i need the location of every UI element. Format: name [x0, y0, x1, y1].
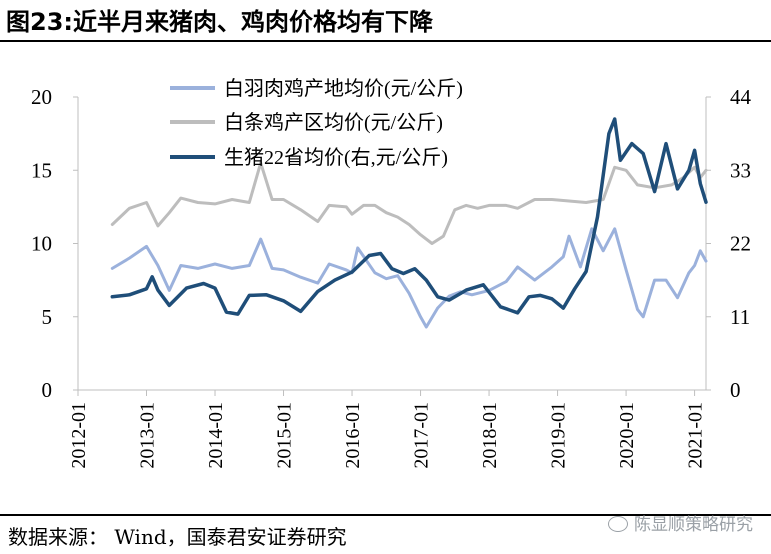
- x-tick-label: 2018-01: [479, 402, 501, 469]
- source-note: 数据来源： Wind，国泰君安证券研究: [8, 525, 347, 549]
- left-y-ticks: 0 5 10 15 20: [31, 85, 78, 402]
- legend-label: 白条鸡产区均价(元/公斤): [224, 111, 443, 134]
- series-hog-line: [110, 117, 708, 316]
- right-y-ticks: 0 11 22 33 44: [706, 85, 752, 402]
- legend-item-white-broiler: 白羽肉鸡产地均价(元/公斤): [170, 77, 463, 100]
- x-tick-label: 2017-01: [411, 402, 433, 469]
- x-tick-label: 2012-01: [68, 402, 90, 469]
- wechat-icon: [608, 516, 628, 532]
- legend-label: 白羽肉鸡产地均价(元/公斤): [224, 77, 463, 100]
- footer-rule: [0, 514, 771, 516]
- x-tick-label: 2015-01: [274, 402, 296, 469]
- x-tick-label: 2020-01: [616, 402, 638, 469]
- right-tick-label: 44: [730, 85, 752, 109]
- right-tick-label: 33: [730, 158, 751, 182]
- left-tick-label: 5: [42, 305, 53, 329]
- page-title: 图23:近半月来猪肉、鸡肉价格均有下降: [6, 8, 433, 36]
- series-white-stripped-line: [110, 161, 708, 245]
- x-tick-label: 2014-01: [205, 402, 227, 469]
- left-tick-label: 15: [31, 158, 52, 182]
- right-tick-label: 0: [730, 378, 741, 402]
- x-tick-label: 2016-01: [342, 402, 364, 469]
- left-tick-label: 10: [31, 232, 52, 256]
- right-tick-label: 22: [730, 232, 751, 256]
- legend-item-white-stripped: 白条鸡产区均价(元/公斤): [170, 111, 443, 134]
- legend: 白羽肉鸡产地均价(元/公斤) 白条鸡产区均价(元/公斤) 生猪22省均价(右,元/公…: [170, 77, 463, 169]
- x-tick-label: 2013-01: [137, 402, 159, 469]
- legend-item-hog: 生猪22省均价(右,元/公斤): [170, 146, 448, 169]
- x-tick-label: 2019-01: [548, 402, 570, 469]
- watermark: 陈显顺策略研究: [608, 510, 753, 535]
- legend-label: 生猪22省均价(右,元/公斤): [224, 146, 448, 169]
- series-white-broiler-line: [110, 227, 708, 329]
- title-rule: [0, 40, 771, 42]
- watermark-text: 陈显顺策略研究: [634, 515, 753, 535]
- x-ticks: 2012-01 2013-01 2014-01 2015-01 2016-01 2017-…: [68, 390, 707, 469]
- left-tick-label: 20: [31, 85, 52, 109]
- right-tick-label: 11: [730, 305, 750, 329]
- x-tick-label: 2021-01: [685, 402, 707, 469]
- left-tick-label: 0: [42, 378, 53, 402]
- series-lines: [110, 117, 708, 329]
